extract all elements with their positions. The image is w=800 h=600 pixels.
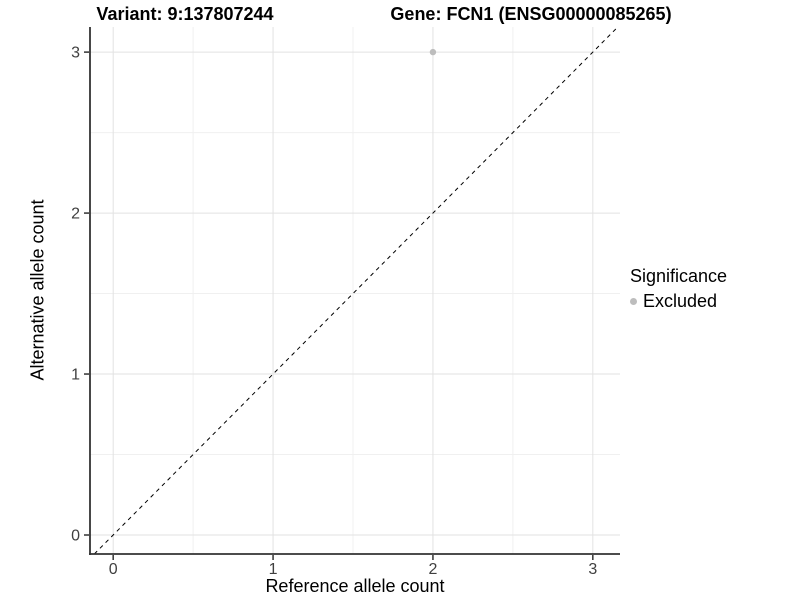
y-tick-label: 0: [71, 528, 80, 545]
legend: Significance Excluded: [630, 266, 727, 312]
x-tick-label: 3: [588, 561, 597, 578]
legend-point-icon: [630, 298, 637, 305]
y-tick-label: 3: [71, 45, 80, 62]
legend-item-label: Excluded: [643, 291, 718, 311]
x-tick-label: 2: [428, 561, 437, 578]
y-tick-label: 2: [71, 206, 80, 223]
identity-line: [93, 26, 619, 555]
x-tick-label: 0: [109, 561, 118, 578]
plot-title-gene: Gene: FCN1 (ENSG00000085265): [390, 4, 672, 24]
legend-item-excluded: Excluded: [630, 291, 727, 312]
x-tick-label: 1: [269, 561, 278, 578]
x-axis-title: Reference allele count: [265, 576, 445, 596]
y-axis-title: Alternative allele count: [27, 199, 48, 381]
legend-title: Significance: [630, 266, 728, 286]
plot-title-variant: Variant: 9:137807244: [96, 4, 274, 24]
data-point: [429, 48, 437, 56]
y-tick-label: 1: [71, 367, 80, 384]
